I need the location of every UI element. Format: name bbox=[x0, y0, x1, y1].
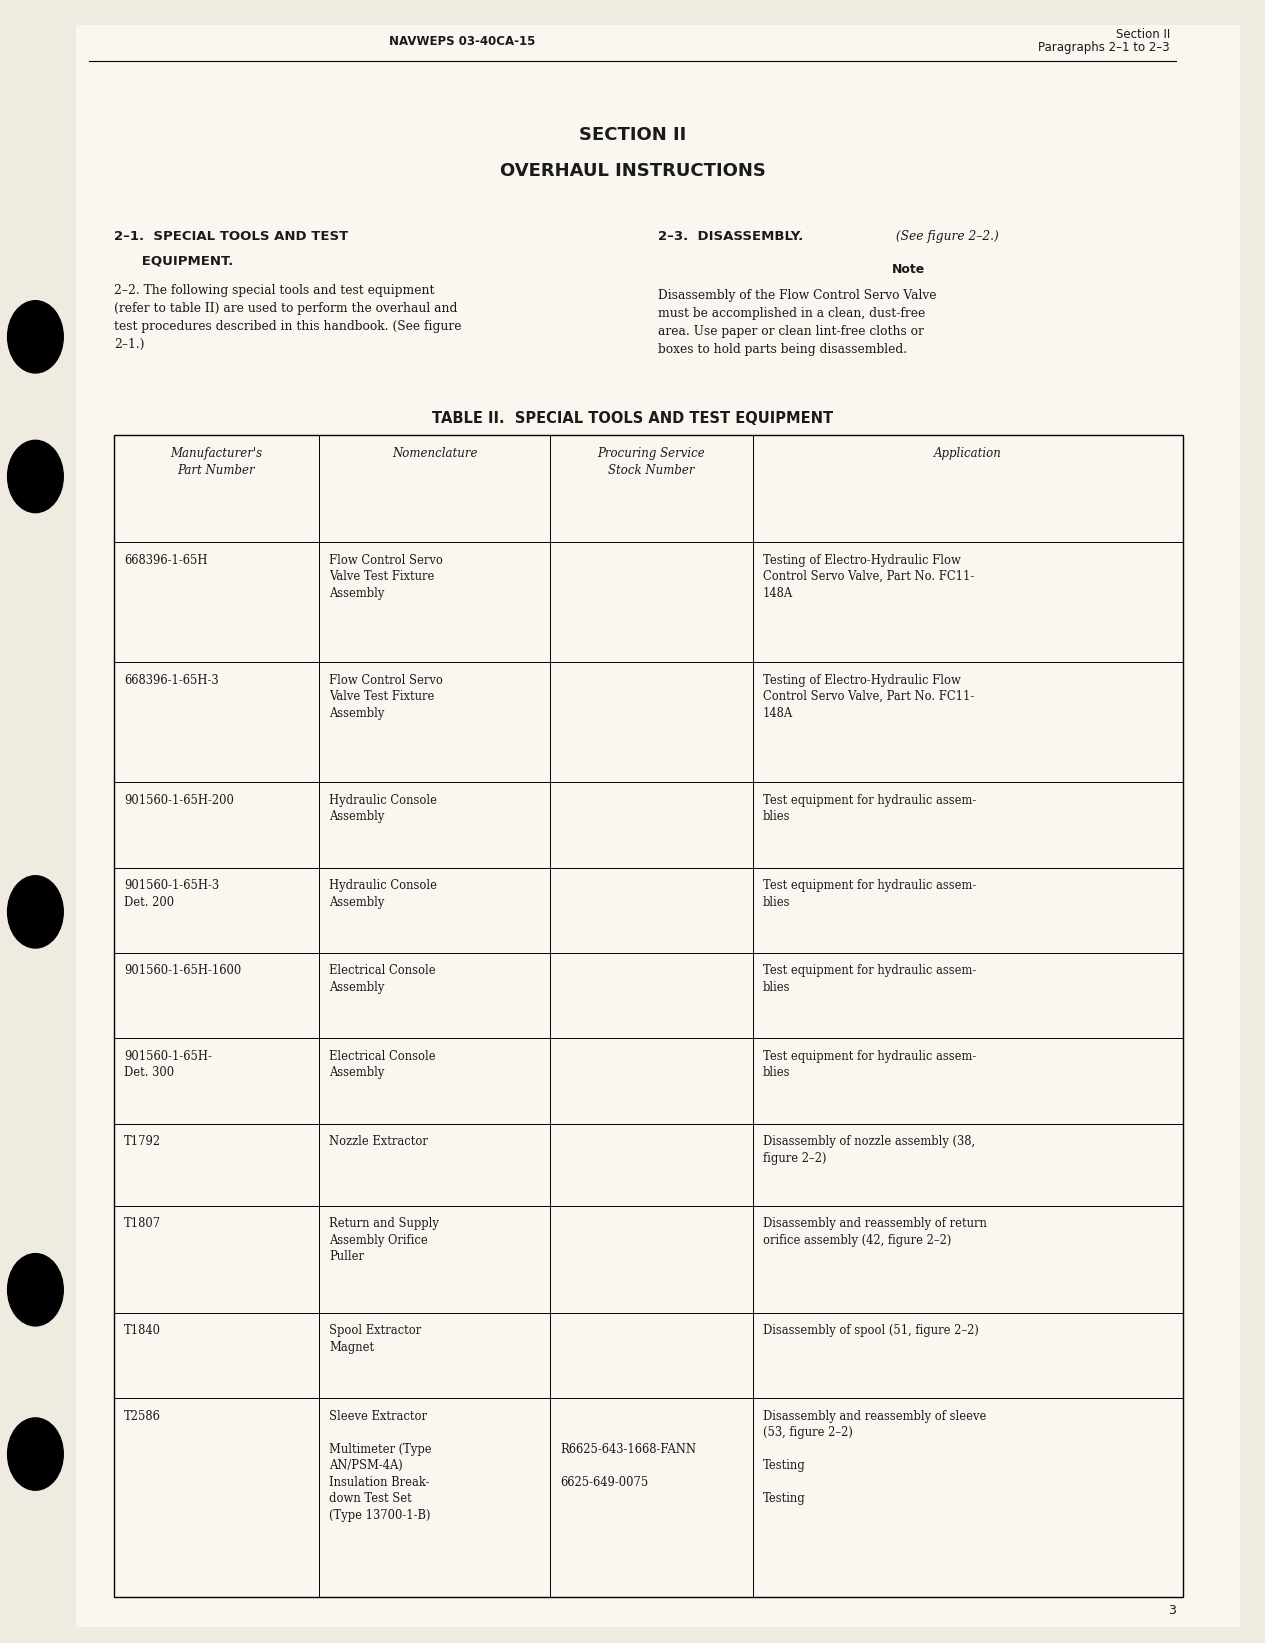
Text: Disassembly of the Flow Control Servo Valve
must be accomplished in a clean, dus: Disassembly of the Flow Control Servo Va… bbox=[658, 289, 936, 357]
Text: 668396-1-65H-3: 668396-1-65H-3 bbox=[124, 674, 219, 687]
Text: Manufacturer's
Part Number: Manufacturer's Part Number bbox=[171, 447, 262, 476]
Text: Test equipment for hydraulic assem-
blies: Test equipment for hydraulic assem- blie… bbox=[763, 964, 977, 994]
Text: Test equipment for hydraulic assem-
blies: Test equipment for hydraulic assem- blie… bbox=[763, 794, 977, 823]
Text: Testing of Electro-Hydraulic Flow
Control Servo Valve, Part No. FC11-
148A: Testing of Electro-Hydraulic Flow Contro… bbox=[763, 554, 974, 600]
Text: Hydraulic Console
Assembly: Hydraulic Console Assembly bbox=[329, 794, 436, 823]
Circle shape bbox=[8, 876, 63, 948]
Text: Test equipment for hydraulic assem-
blies: Test equipment for hydraulic assem- blie… bbox=[763, 1050, 977, 1079]
Text: Hydraulic Console
Assembly: Hydraulic Console Assembly bbox=[329, 879, 436, 909]
Text: Sleeve Extractor

Multimeter (Type
AN/PSM-4A)
Insulation Break-
down Test Set
(T: Sleeve Extractor Multimeter (Type AN/PSM… bbox=[329, 1410, 431, 1521]
Text: Disassembly of spool (51, figure 2–2): Disassembly of spool (51, figure 2–2) bbox=[763, 1324, 979, 1337]
Text: Nozzle Extractor: Nozzle Extractor bbox=[329, 1135, 428, 1148]
Text: Nomenclature: Nomenclature bbox=[392, 447, 477, 460]
Text: T1840: T1840 bbox=[124, 1324, 161, 1337]
Text: Flow Control Servo
Valve Test Fixture
Assembly: Flow Control Servo Valve Test Fixture As… bbox=[329, 554, 443, 600]
Text: 2–1.  SPECIAL TOOLS AND TEST: 2–1. SPECIAL TOOLS AND TEST bbox=[114, 230, 348, 243]
Text: 3: 3 bbox=[1169, 1604, 1176, 1617]
Circle shape bbox=[8, 301, 63, 373]
Text: 901560-1-65H-
Det. 300: 901560-1-65H- Det. 300 bbox=[124, 1050, 211, 1079]
Text: 901560-1-65H-1600: 901560-1-65H-1600 bbox=[124, 964, 242, 978]
Text: Spool Extractor
Magnet: Spool Extractor Magnet bbox=[329, 1324, 421, 1354]
FancyBboxPatch shape bbox=[76, 25, 1240, 1627]
Circle shape bbox=[8, 440, 63, 513]
Text: 901560-1-65H-3
Det. 200: 901560-1-65H-3 Det. 200 bbox=[124, 879, 219, 909]
Text: Return and Supply
Assembly Orifice
Puller: Return and Supply Assembly Orifice Pulle… bbox=[329, 1217, 439, 1263]
Text: Disassembly and reassembly of sleeve
(53, figure 2–2)

Testing

Testing: Disassembly and reassembly of sleeve (53… bbox=[763, 1410, 987, 1505]
Text: 901560-1-65H-200: 901560-1-65H-200 bbox=[124, 794, 234, 807]
Text: T1792: T1792 bbox=[124, 1135, 161, 1148]
Text: 668396-1-65H: 668396-1-65H bbox=[124, 554, 207, 567]
Text: OVERHAUL INSTRUCTIONS: OVERHAUL INSTRUCTIONS bbox=[500, 163, 765, 179]
Text: Procuring Service
Stock Number: Procuring Service Stock Number bbox=[597, 447, 706, 476]
Text: 2–2. The following special tools and test equipment
(refer to table II) are used: 2–2. The following special tools and tes… bbox=[114, 284, 462, 352]
Text: EQUIPMENT.: EQUIPMENT. bbox=[114, 255, 233, 268]
Text: Testing of Electro-Hydraulic Flow
Control Servo Valve, Part No. FC11-
148A: Testing of Electro-Hydraulic Flow Contro… bbox=[763, 674, 974, 720]
Bar bbox=[114, 435, 1183, 1597]
Text: T1807: T1807 bbox=[124, 1217, 161, 1231]
Text: Disassembly of nozzle assembly (38,
figure 2–2): Disassembly of nozzle assembly (38, figu… bbox=[763, 1135, 975, 1165]
Text: (See figure 2–2.): (See figure 2–2.) bbox=[892, 230, 998, 243]
Text: Disassembly and reassembly of return
orifice assembly (42, figure 2–2): Disassembly and reassembly of return ori… bbox=[763, 1217, 987, 1247]
Text: T2586: T2586 bbox=[124, 1410, 161, 1423]
Text: NAVWEPS 03-40CA-15: NAVWEPS 03-40CA-15 bbox=[388, 35, 535, 48]
Text: Note: Note bbox=[892, 263, 925, 276]
Circle shape bbox=[8, 1418, 63, 1490]
Text: Flow Control Servo
Valve Test Fixture
Assembly: Flow Control Servo Valve Test Fixture As… bbox=[329, 674, 443, 720]
Text: Electrical Console
Assembly: Electrical Console Assembly bbox=[329, 1050, 435, 1079]
Text: Application: Application bbox=[934, 447, 1002, 460]
Text: R6625-643-1668-FANN

6625-649-0075: R6625-643-1668-FANN 6625-649-0075 bbox=[560, 1410, 697, 1489]
Text: TABLE II.  SPECIAL TOOLS AND TEST EQUIPMENT: TABLE II. SPECIAL TOOLS AND TEST EQUIPME… bbox=[431, 411, 834, 426]
Text: 2–3.  DISASSEMBLY.: 2–3. DISASSEMBLY. bbox=[658, 230, 803, 243]
Text: Test equipment for hydraulic assem-
blies: Test equipment for hydraulic assem- blie… bbox=[763, 879, 977, 909]
Text: Section II: Section II bbox=[1116, 28, 1170, 41]
Text: Electrical Console
Assembly: Electrical Console Assembly bbox=[329, 964, 435, 994]
Text: Paragraphs 2–1 to 2–3: Paragraphs 2–1 to 2–3 bbox=[1039, 41, 1170, 54]
Circle shape bbox=[8, 1254, 63, 1326]
Text: SECTION II: SECTION II bbox=[579, 127, 686, 143]
